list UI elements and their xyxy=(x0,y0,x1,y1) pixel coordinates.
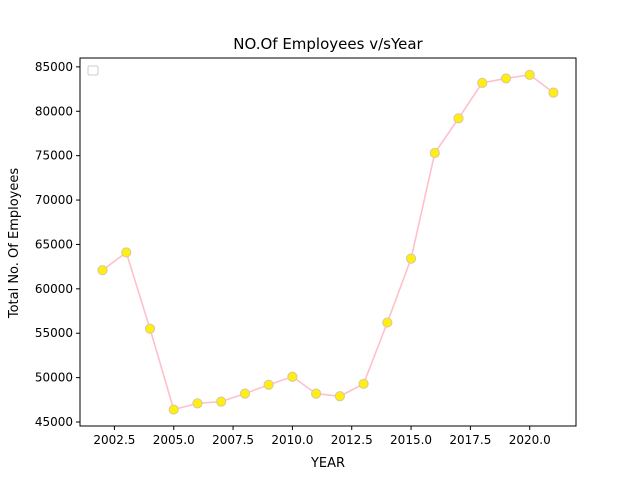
data-point xyxy=(144,323,156,334)
y-tick-label: 45000 xyxy=(35,415,73,429)
y-tick-label: 50000 xyxy=(35,371,73,385)
data-point xyxy=(311,388,322,399)
data-point xyxy=(548,87,559,98)
y-tick-label: 80000 xyxy=(35,104,73,118)
plot-frame xyxy=(79,57,577,427)
data-point xyxy=(239,388,251,399)
x-tick-label: 2002.5 xyxy=(93,433,135,447)
data-point xyxy=(216,396,227,407)
x-tick-label: 2010.0 xyxy=(271,433,313,447)
x-tick-label: 2005.0 xyxy=(153,433,195,447)
series-line xyxy=(102,74,554,411)
plot-area: 2002.5 2005.0 2007.5 2010.0 2012.5 2015.0 2017… xyxy=(35,57,577,447)
x-tick-label: 2007.5 xyxy=(212,433,254,447)
data-point xyxy=(405,253,417,264)
data-point xyxy=(429,147,440,159)
data-point xyxy=(97,265,108,276)
y-tick-label: 65000 xyxy=(35,237,73,251)
data-point xyxy=(524,69,535,80)
y-axis-label: Total No. Of Employees xyxy=(7,168,22,320)
data-point xyxy=(477,77,488,88)
x-axis-label: YEAR xyxy=(310,456,345,471)
x-tick-label: 2020.0 xyxy=(509,433,551,447)
y-tick-label: 60000 xyxy=(35,282,73,296)
x-tick-label: 2017.5 xyxy=(449,433,491,447)
data-point xyxy=(121,247,132,258)
x-tick-label: 2015.0 xyxy=(390,433,432,447)
data-point xyxy=(168,404,179,415)
data-point xyxy=(382,317,393,328)
data-point xyxy=(334,391,345,402)
data-point xyxy=(192,398,203,409)
data-point xyxy=(263,379,274,390)
data-point xyxy=(500,73,512,84)
data-point xyxy=(358,378,369,389)
legend-box xyxy=(87,65,99,76)
data-point xyxy=(453,113,464,124)
x-tick-label: 2012.5 xyxy=(331,433,373,447)
y-tick-label: 55000 xyxy=(35,326,73,340)
chart-title: NO.Of Employees v/sYear xyxy=(233,35,423,53)
y-tick-label: 75000 xyxy=(35,149,73,163)
y-tick-label: 70000 xyxy=(35,193,73,207)
data-point xyxy=(287,371,298,382)
y-tick-label: 85000 xyxy=(35,60,73,74)
